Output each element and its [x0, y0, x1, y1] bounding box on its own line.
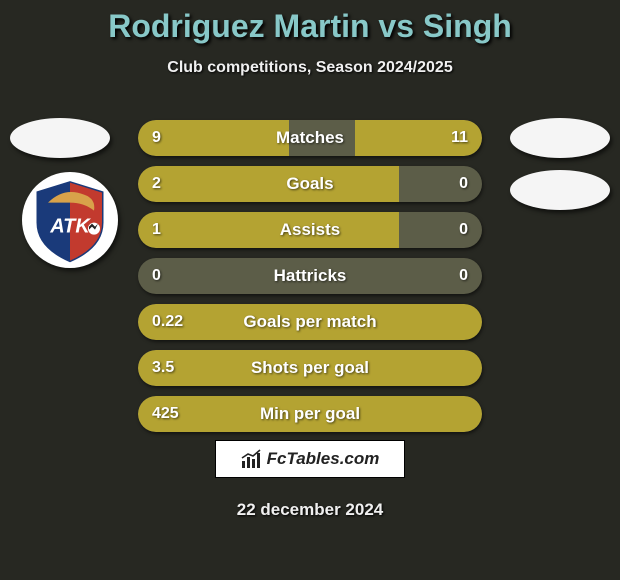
bar-fill-left: [138, 166, 399, 202]
brand-name: FcTables.com: [267, 449, 380, 469]
stat-value-left: 0: [152, 258, 161, 294]
stat-label: Hattricks: [138, 258, 482, 294]
stat-row: 10Assists: [138, 212, 482, 248]
player-left-badge: [10, 118, 110, 158]
stat-value-right: 0: [459, 212, 468, 248]
player-right-badge: [510, 118, 610, 158]
stat-value-right: 0: [459, 258, 468, 294]
svg-text:ATK: ATK: [49, 216, 91, 238]
bar-fill-left: [138, 212, 399, 248]
stat-row: 0.22Goals per match: [138, 304, 482, 340]
club-left-logo: ATK: [22, 172, 118, 268]
bar-fill: [138, 350, 482, 386]
stat-row: 425Min per goal: [138, 396, 482, 432]
chart-icon: [241, 449, 263, 469]
stat-row: 911Matches: [138, 120, 482, 156]
brand-box[interactable]: FcTables.com: [215, 440, 405, 478]
stat-value-right: 0: [459, 166, 468, 202]
page-title: Rodriguez Martin vs Singh: [0, 0, 620, 45]
stat-row: 3.5Shots per goal: [138, 350, 482, 386]
bar-fill-right: [355, 120, 482, 156]
bar-fill: [138, 396, 482, 432]
stat-row: 0 0Hattricks: [138, 258, 482, 294]
stats-bars: 911Matches20Goals10Assists00Hattricks0.2…: [138, 120, 482, 442]
date-text: 22 december 2024: [0, 500, 620, 520]
bar-fill: [138, 304, 482, 340]
subtitle: Club competitions, Season 2024/2025: [0, 59, 620, 77]
stat-row: 20Goals: [138, 166, 482, 202]
club-shield-icon: ATK: [34, 181, 106, 263]
club-right-badge: [510, 170, 610, 210]
bar-fill-left: [138, 120, 289, 156]
